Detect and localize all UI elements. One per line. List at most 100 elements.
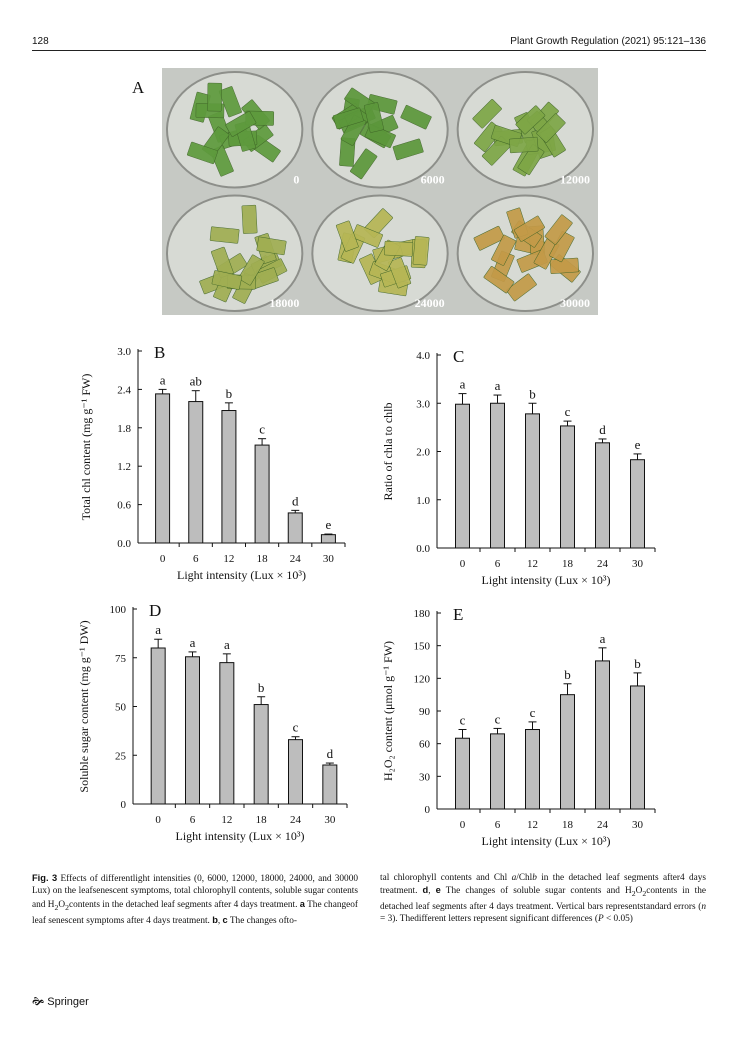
y-tick-label: 2.4 xyxy=(117,384,131,396)
header-rule xyxy=(32,50,706,51)
leaf-segment xyxy=(544,214,573,245)
y-axis-label: Ratio of chla to chlb xyxy=(381,403,395,501)
bar xyxy=(560,425,575,549)
bar xyxy=(525,413,540,549)
y-tick-label: 0 xyxy=(425,804,431,816)
dish-label: 18000 xyxy=(269,296,299,310)
petri-dish: 18000 xyxy=(166,194,304,312)
leaf-segment xyxy=(392,138,424,161)
bar xyxy=(490,402,505,549)
significance-letter: c xyxy=(460,713,466,728)
leaf-segment xyxy=(491,234,517,266)
significance-letter: c xyxy=(259,422,265,437)
leaf-segment xyxy=(211,270,243,290)
leaf-segments-photo: 0 6000 12000 18000 24000 30000 xyxy=(162,68,598,315)
petri-dish: 24000 xyxy=(311,194,449,312)
bar xyxy=(219,662,235,805)
petri-dish: 6000 xyxy=(311,71,449,189)
bar xyxy=(322,764,338,805)
x-tick-label: 12 xyxy=(527,819,538,831)
y-tick-label: 30 xyxy=(419,771,431,783)
significance-letter: d xyxy=(292,493,299,508)
petri-dish: 0 xyxy=(166,71,304,189)
x-tick-label: 24 xyxy=(290,553,302,565)
x-tick-label: 18 xyxy=(256,814,268,826)
x-tick-label: 30 xyxy=(632,558,644,570)
significance-letter: d xyxy=(599,422,606,437)
journal-header: Plant Growth Regulation (2021) 95:121–13… xyxy=(510,36,706,47)
bar xyxy=(595,442,610,549)
petri-dish-grid: 0 6000 12000 18000 24000 30000 xyxy=(166,71,595,312)
significance-letter: ab xyxy=(190,374,202,389)
leaf-segment xyxy=(515,105,546,135)
y-tick-label: 50 xyxy=(115,702,127,714)
significance-letter: b xyxy=(258,680,265,695)
dish-label: 6000 xyxy=(421,173,445,187)
leaf-segment xyxy=(400,104,432,130)
y-axis-label: Soluble sugar content (mg g⁻¹ DW) xyxy=(77,620,91,792)
leaf-segment xyxy=(472,99,502,129)
petri-dish: 30000 xyxy=(456,194,595,312)
x-tick-label: 6 xyxy=(495,558,501,570)
leaf-segment xyxy=(207,82,223,112)
springer-logo: 🙞 Springer xyxy=(32,996,89,1008)
bar xyxy=(150,647,166,805)
leaf-segment xyxy=(513,215,545,242)
bar xyxy=(630,459,645,549)
leaf-segment xyxy=(187,141,219,165)
significance-letter: a xyxy=(224,637,230,652)
x-axis-label: Light intensity (Lux × 10³) xyxy=(177,568,306,582)
y-tick-label: 25 xyxy=(115,750,127,762)
significance-letter: c xyxy=(293,720,299,735)
publisher-name: Springer xyxy=(47,996,89,1008)
x-tick-label: 18 xyxy=(257,553,269,565)
x-tick-label: 0 xyxy=(155,814,161,826)
y-tick-label: 180 xyxy=(414,608,431,620)
y-tick-label: 75 xyxy=(115,653,127,665)
y-tick-label: 150 xyxy=(414,641,431,653)
x-tick-label: 12 xyxy=(527,558,538,570)
bar xyxy=(253,704,269,805)
leaf-segment xyxy=(388,257,412,289)
bar xyxy=(455,737,470,810)
significance-letter: a xyxy=(155,622,161,637)
leaf-segment xyxy=(350,148,378,180)
x-tick-label: 30 xyxy=(324,814,336,826)
y-tick-label: 60 xyxy=(419,739,431,751)
significance-letter: a xyxy=(190,635,196,650)
x-tick-label: 24 xyxy=(597,819,609,831)
bar xyxy=(595,660,610,810)
y-tick-label: 100 xyxy=(110,604,127,616)
significance-letter: a xyxy=(460,377,466,392)
bar xyxy=(630,685,645,810)
dish-label: 0 xyxy=(293,173,299,187)
bar xyxy=(188,401,204,544)
dish-label: 24000 xyxy=(415,296,445,310)
x-tick-label: 24 xyxy=(290,814,302,826)
significance-letter: b xyxy=(529,386,536,401)
significance-letter: a xyxy=(160,372,166,387)
x-tick-label: 24 xyxy=(597,558,609,570)
leaf-segment xyxy=(517,144,545,176)
x-tick-label: 18 xyxy=(562,558,574,570)
leaf-segment xyxy=(209,226,240,244)
x-tick-label: 6 xyxy=(193,553,199,565)
significance-letter: b xyxy=(226,386,233,401)
y-tick-label: 3.0 xyxy=(117,346,131,358)
x-axis-label: Light intensity (Lux × 10³) xyxy=(481,834,610,848)
x-tick-label: 0 xyxy=(460,819,466,831)
chart-d: 0 25 50 75 100 Da 0 a 6 a 12 b 18 c 24 d 30 Light intensi… xyxy=(77,601,348,843)
dish-label: 12000 xyxy=(560,173,590,187)
x-tick-label: 12 xyxy=(221,814,232,826)
significance-letter: c xyxy=(565,404,571,419)
x-tick-label: 6 xyxy=(495,819,501,831)
petri-dish: 12000 xyxy=(456,71,595,189)
bar xyxy=(185,656,200,805)
x-tick-label: 0 xyxy=(460,558,466,570)
x-tick-label: 6 xyxy=(190,814,196,826)
significance-letter: e xyxy=(326,517,332,532)
significance-letter: d xyxy=(327,746,334,761)
caption-left: Fig. 3 Effects of differentlight intensi… xyxy=(32,873,359,927)
dish-rim xyxy=(456,194,595,312)
y-tick-label: 0.0 xyxy=(117,538,131,550)
